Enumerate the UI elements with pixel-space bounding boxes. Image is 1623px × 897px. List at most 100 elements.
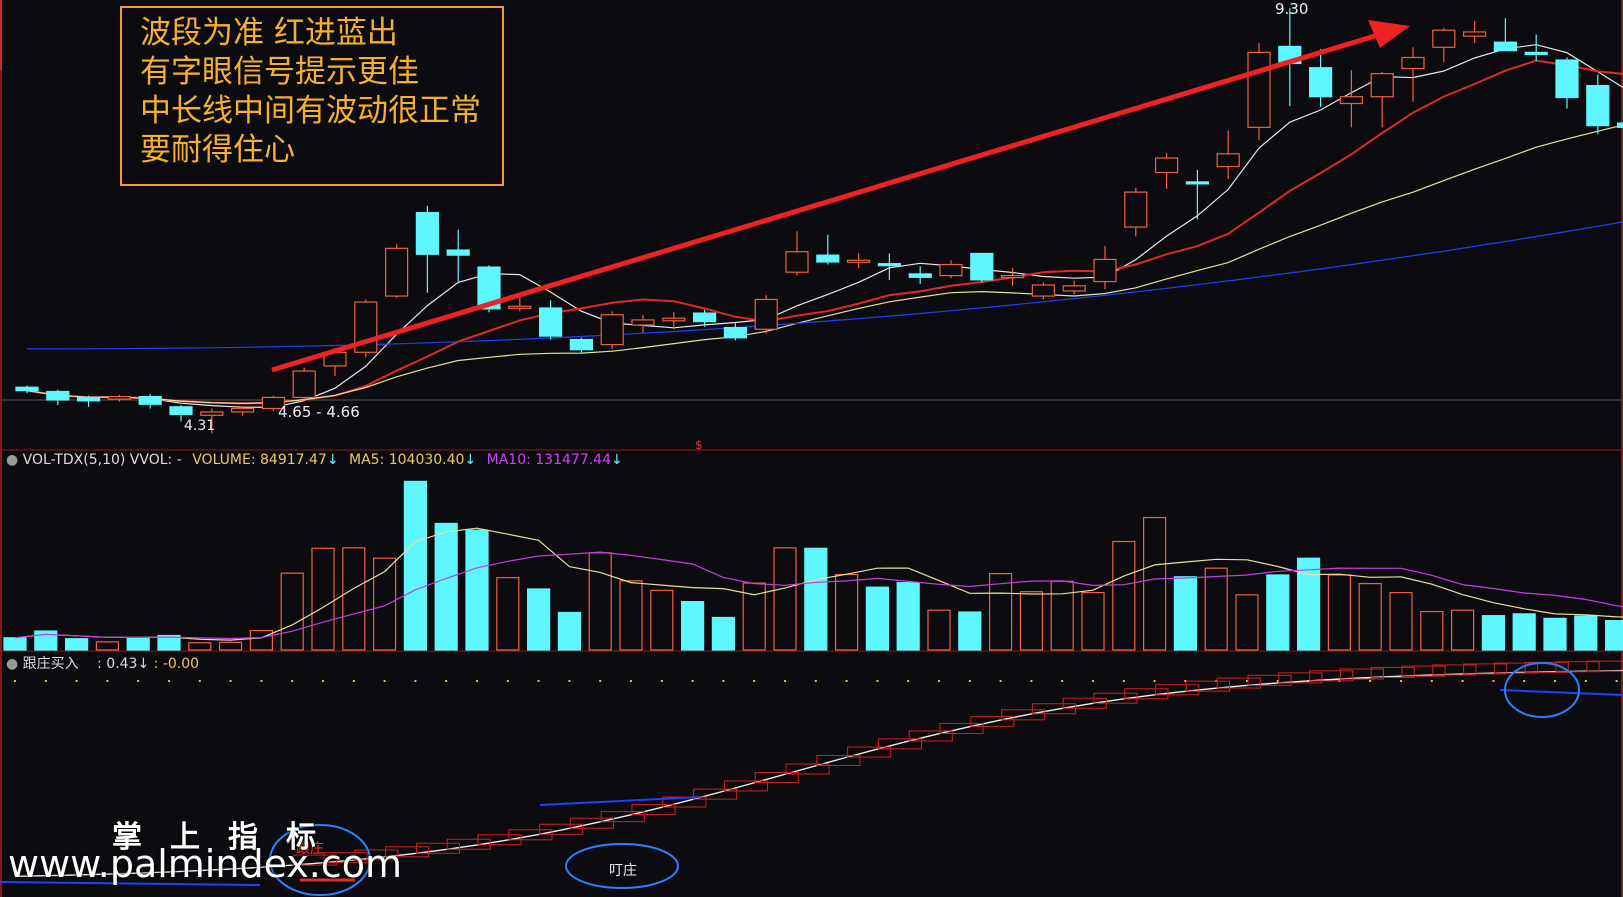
volume-bar	[958, 611, 982, 651]
volume-bar	[64, 638, 89, 651]
signal-circle-exit	[1504, 662, 1580, 718]
note-line-4: 要耐得住心	[140, 132, 295, 168]
indicator-dot	[845, 680, 848, 682]
volume-bar	[557, 611, 582, 651]
indicator-dot	[1492, 680, 1495, 682]
indicator-dot	[660, 680, 663, 682]
volume-bar	[1142, 516, 1167, 651]
indicator-step-bar	[1278, 672, 1323, 684]
indicator-dot	[198, 680, 201, 682]
indicator-step-bar	[1216, 677, 1261, 689]
note-line-2: 有字眼信号提示更佳	[140, 54, 419, 90]
volume-bar	[1450, 609, 1475, 651]
candle-body	[1370, 73, 1394, 98]
candle-body	[1586, 85, 1610, 127]
indicator-dot	[876, 680, 879, 682]
indicator-dot	[44, 680, 47, 682]
indicator-dot	[1246, 680, 1248, 682]
indicator-step-bar	[539, 823, 584, 835]
indicator-value-2: : -0.00	[153, 656, 200, 672]
indicator-dot	[1430, 680, 1433, 682]
indicator-step-bar	[970, 715, 1015, 727]
indicator-dot	[322, 680, 324, 682]
candle-body	[1247, 51, 1271, 128]
volume-bar	[1358, 582, 1382, 651]
volume-bar	[1481, 615, 1506, 651]
candle-body	[76, 396, 101, 402]
indicator-dot	[1461, 680, 1464, 682]
indicator-dot	[14, 680, 16, 682]
candle-body	[662, 317, 686, 322]
candle-body	[538, 307, 563, 337]
candle-body	[46, 390, 70, 401]
volume-bar	[95, 641, 120, 651]
indicator-dot	[137, 680, 140, 682]
volume-bar	[434, 522, 458, 651]
indicator-step-bar	[785, 763, 830, 775]
signal-buy-label: 跟庄	[296, 841, 324, 857]
signal-circle-buy	[269, 824, 371, 896]
indicator-dot	[75, 680, 78, 682]
indicator-dot	[506, 680, 509, 682]
indicator-blue-line	[539, 796, 701, 806]
indicator-step-bar	[723, 780, 769, 792]
indicator-step-bar	[385, 846, 430, 858]
indicator-step-bar	[939, 722, 984, 734]
volume-bar	[988, 573, 1013, 651]
volume-bar	[650, 589, 674, 651]
candle-body	[508, 305, 532, 309]
volume-bar	[1081, 591, 1105, 651]
indicator-dot	[938, 680, 940, 682]
volume-bar	[157, 634, 181, 651]
candle-body	[1462, 31, 1487, 37]
collapse-icon[interactable]: ●	[6, 452, 19, 468]
candle-body	[1124, 191, 1148, 228]
indicator-dot	[260, 680, 263, 682]
indicator-step-bar	[908, 730, 953, 742]
volume-bar	[1050, 580, 1074, 651]
indicator-dot	[1030, 680, 1033, 682]
candle-body	[169, 406, 193, 416]
trend-arrow-head	[1368, 20, 1410, 48]
candle-body	[692, 312, 717, 323]
indicator-step-bar	[1586, 660, 1623, 672]
volume-bars	[3, 480, 1623, 651]
indicator-step-bar	[1001, 709, 1046, 721]
indicator-dot	[599, 680, 602, 682]
ma60-line	[27, 221, 1623, 350]
candle-body	[631, 319, 655, 326]
volume-bar	[896, 582, 920, 651]
indicator-step-bar	[1555, 661, 1600, 673]
indicator-step-bar	[1463, 663, 1508, 675]
indicator-step-bar	[1093, 692, 1138, 704]
down-arrow-icon: ↓	[464, 452, 477, 468]
indicator-value-1: : 0.43	[97, 656, 138, 672]
indicator-blue-line	[1499, 689, 1623, 696]
volume-bar	[249, 629, 273, 651]
volume-bar	[280, 572, 304, 651]
watermark-title: 掌上指标	[112, 820, 344, 855]
indicator-dot	[445, 680, 448, 682]
volume-bar	[311, 547, 335, 651]
indicator-step-bar	[415, 842, 461, 854]
indicator-dot	[1061, 680, 1064, 682]
price-low-label: 4.31	[184, 418, 216, 434]
candle-body	[1308, 67, 1333, 98]
volume-bar	[188, 642, 212, 651]
volume-bar	[927, 609, 951, 651]
volume-bar	[496, 577, 520, 651]
candle-body	[785, 251, 809, 273]
volume-bar	[711, 616, 736, 651]
candle-body	[107, 395, 132, 400]
indicator-step-bar	[569, 817, 615, 829]
candle-body	[415, 211, 439, 255]
indicator-dot	[1400, 680, 1402, 682]
indicator-dot	[106, 680, 109, 682]
indicator-step-bar	[631, 804, 676, 816]
candle-body	[1616, 122, 1623, 128]
collapse-icon[interactable]: ●	[6, 656, 19, 672]
volume-ma10-line	[14, 551, 1623, 640]
indicator-step-bar	[847, 746, 892, 758]
signal-watch-label: 叮庄	[609, 863, 637, 879]
